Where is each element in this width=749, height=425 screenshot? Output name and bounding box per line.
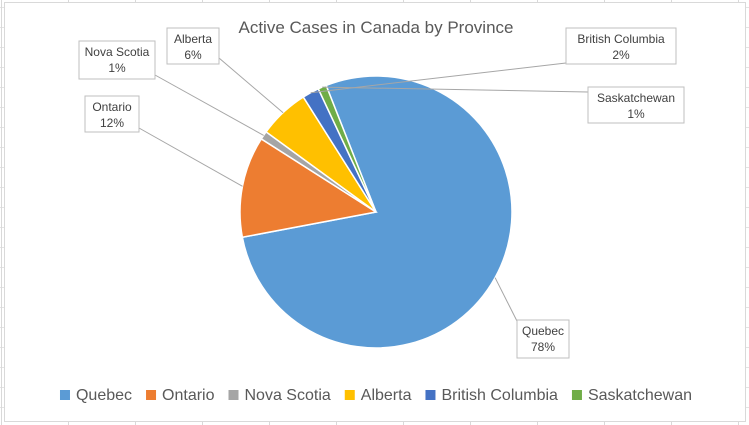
leader-line-british-columbia: [310, 62, 567, 94]
legend-item-alberta[interactable]: Alberta: [344, 387, 412, 404]
data-label-value-nova-scotia: 1%: [108, 61, 126, 75]
data-label-category-nova-scotia: Nova Scotia: [85, 45, 150, 59]
leader-line-nova-scotia: [154, 74, 264, 136]
legend-item-nova-scotia[interactable]: Nova Scotia: [228, 387, 331, 404]
pie-slices: [239, 75, 513, 349]
legend-label-british-columbia: British Columbia: [441, 387, 558, 404]
leader-line-ontario: [138, 127, 243, 187]
data-label-value-saskatchewan: 1%: [627, 107, 645, 121]
data-label-box-alberta[interactable]: [166, 27, 220, 65]
data-label-box-saskatchewan[interactable]: [587, 86, 685, 124]
leader-line-quebec: [494, 277, 521, 328]
chart-title: Active Cases in Canada by Province: [239, 18, 514, 37]
data-label-value-british-columbia: 2%: [612, 48, 630, 62]
data-label-category-british-columbia: British Columbia: [577, 32, 665, 46]
legend-swatch-nova-scotia: [228, 390, 239, 400]
data-label-value-alberta: 6%: [184, 48, 202, 62]
legend-item-ontario[interactable]: Ontario: [146, 387, 215, 404]
data-label-box-british-columbia[interactable]: [565, 27, 677, 65]
legend-label-nova-scotia: Nova Scotia: [245, 387, 331, 404]
legend-swatch-british-columbia: [425, 390, 436, 400]
leader-line-saskatchewan: [322, 86, 589, 93]
legend: Quebec Ontario Nova Scotia Alberta British C…: [59, 387, 692, 404]
data-label-category-saskatchewan: Saskatchewan: [597, 91, 675, 105]
legend-label-saskatchewan: Saskatchewan: [588, 387, 692, 404]
data-labels: Quebec 78% Ontario 12% Nova Scotia 1% Alberta 6…: [78, 27, 685, 359]
data-label-category-quebec: Quebec: [522, 324, 564, 338]
legend-label-ontario: Ontario: [162, 387, 215, 404]
data-label-category-alberta: Alberta: [174, 32, 212, 46]
legend-item-saskatchewan[interactable]: Saskatchewan: [571, 387, 692, 404]
legend-swatch-quebec: [59, 390, 70, 400]
data-label-box-quebec[interactable]: [516, 319, 570, 359]
slice-ontario[interactable]: [239, 137, 379, 239]
legend-label-quebec: Quebec: [76, 387, 132, 404]
data-label-value-quebec: 78%: [531, 340, 555, 354]
legend-item-british-columbia[interactable]: British Columbia: [425, 387, 558, 404]
legend-swatch-alberta: [344, 390, 355, 400]
leader-line-alberta: [218, 57, 284, 114]
legend-label-alberta: Alberta: [361, 387, 412, 404]
legend-swatch-ontario: [146, 390, 157, 400]
legend-item-quebec[interactable]: Quebec: [59, 387, 132, 404]
data-label-box-nova-scotia[interactable]: [78, 40, 156, 80]
leader-lines: [138, 57, 589, 328]
data-label-category-ontario: Ontario: [92, 100, 132, 114]
data-label-value-ontario: 12%: [100, 116, 124, 130]
data-label-box-ontario[interactable]: [84, 95, 140, 133]
legend-swatch-saskatchewan: [571, 390, 582, 400]
